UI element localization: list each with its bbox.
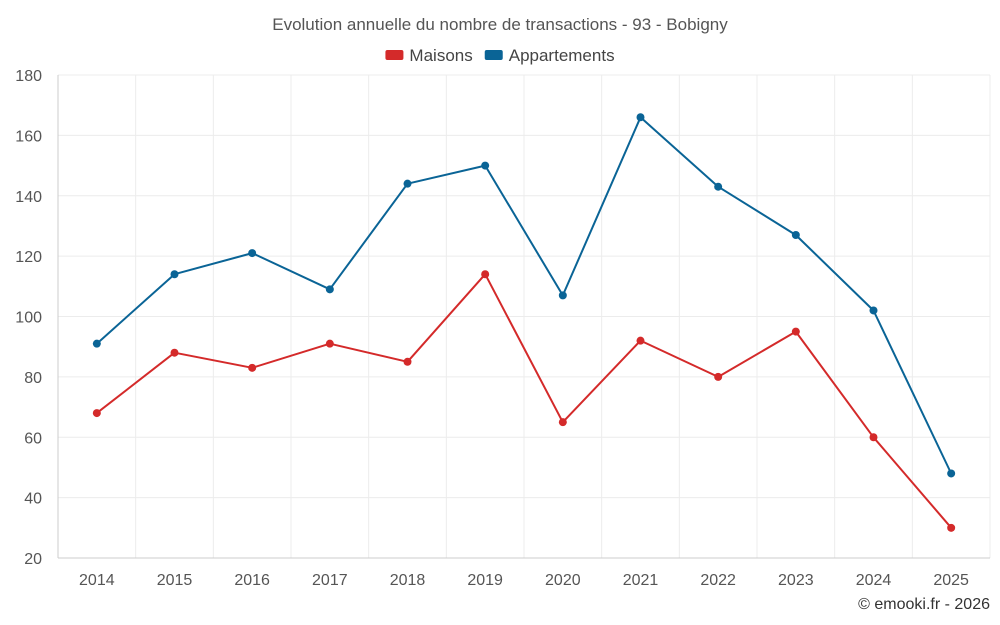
data-point-maisons[interactable] [714,372,723,381]
y-tick-label: 160 [15,128,42,145]
credit-text: © emooki.fr - 2026 [858,596,990,613]
x-tick-label: 2019 [467,572,503,589]
x-tick-label: 2024 [856,572,892,589]
x-tick-label: 2023 [778,572,814,589]
legend-item-maisons[interactable]: Maisons [385,46,473,65]
y-tick-label: 140 [15,189,42,206]
y-tick-label: 40 [24,491,42,508]
data-point-maisons[interactable] [947,523,956,532]
x-tick-label: 2016 [234,572,270,589]
data-point-maisons[interactable] [791,327,800,336]
y-tick-label: 100 [15,310,42,327]
x-tick-label: 2020 [545,572,581,589]
data-point-appartements[interactable] [558,291,567,300]
legend-item-appartements[interactable]: Appartements [484,46,615,65]
x-tick-label: 2014 [79,572,115,589]
legend-label: Appartements [509,46,615,65]
y-tick-label: 80 [24,370,42,387]
data-point-appartements[interactable] [947,469,956,478]
x-tick-label: 2015 [157,572,193,589]
x-tick-label: 2022 [700,572,736,589]
data-point-maisons[interactable] [170,348,179,357]
y-tick-label: 60 [24,430,42,447]
series-layer [92,113,956,532]
data-point-appartements[interactable] [248,249,257,258]
data-point-appartements[interactable] [869,306,878,315]
data-point-maisons[interactable] [636,336,645,345]
series-line-maisons [96,273,952,529]
data-point-appartements[interactable] [791,230,800,239]
y-tick-label: 180 [15,68,42,85]
series-line-appartements [96,116,953,474]
data-point-maisons[interactable] [92,409,101,418]
legend-swatch [484,50,503,60]
data-point-maisons[interactable] [481,270,490,279]
data-point-maisons[interactable] [325,339,334,348]
data-point-appartements[interactable] [636,113,645,122]
x-tick-label: 2021 [623,572,659,589]
data-point-appartements[interactable] [481,161,490,170]
data-point-maisons[interactable] [869,433,878,442]
legend: Maisons Appartements [385,46,615,65]
data-point-appartements[interactable] [170,270,179,279]
y-tick-label: 20 [24,551,42,568]
data-point-appartements[interactable] [403,179,412,188]
data-point-maisons[interactable] [558,418,567,427]
chart-title: Evolution annuelle du nombre de transact… [272,15,728,34]
data-point-maisons[interactable] [403,357,412,366]
grid [58,74,991,558]
x-tick-label: 2017 [312,572,348,589]
data-point-appartements[interactable] [714,182,723,191]
x-tick-label: 2018 [390,572,426,589]
axes: 20 40 60 80 100 120 140 160 180 2014 2015 2016 2017 2… [15,68,990,589]
legend-swatch [385,50,404,60]
legend-label: Maisons [409,46,472,65]
data-point-maisons[interactable] [248,363,257,372]
data-point-appartements[interactable] [92,339,101,348]
x-tick-label: 2025 [933,572,969,589]
data-point-appartements[interactable] [325,285,334,294]
y-tick-label: 120 [15,249,42,266]
